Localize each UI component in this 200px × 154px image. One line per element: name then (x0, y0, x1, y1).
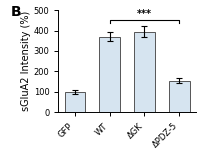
Bar (134, 32, 155, 112)
Text: ***: *** (137, 9, 152, 19)
Bar (99, 37, 120, 112)
Y-axis label: sGluA2 Intensity (%): sGluA2 Intensity (%) (21, 11, 31, 111)
Bar (169, 81, 190, 112)
Text: B: B (10, 5, 21, 19)
Bar (65, 92, 85, 112)
